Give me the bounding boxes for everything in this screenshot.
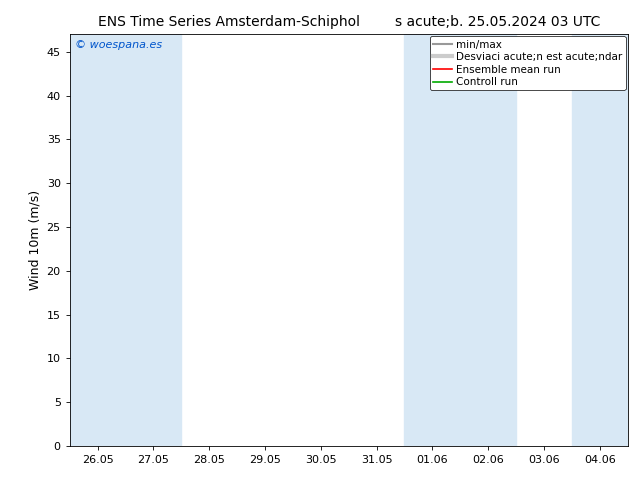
Text: © woespana.es: © woespana.es (75, 41, 162, 50)
Bar (126, 34, 181, 446)
Legend: min/max, Desviaci acute;n est acute;ndar, Ensemble mean run, Controll run: min/max, Desviaci acute;n est acute;ndar… (430, 36, 626, 91)
Title: ENS Time Series Amsterdam-Schiphol        s acute;b. 25.05.2024 03 UTC: ENS Time Series Amsterdam-Schiphol s acu… (98, 15, 600, 29)
Bar (572, 34, 628, 446)
Y-axis label: Wind 10m (m/s): Wind 10m (m/s) (28, 190, 41, 290)
Bar (460, 34, 516, 446)
Bar (70, 34, 126, 446)
Bar (404, 34, 460, 446)
